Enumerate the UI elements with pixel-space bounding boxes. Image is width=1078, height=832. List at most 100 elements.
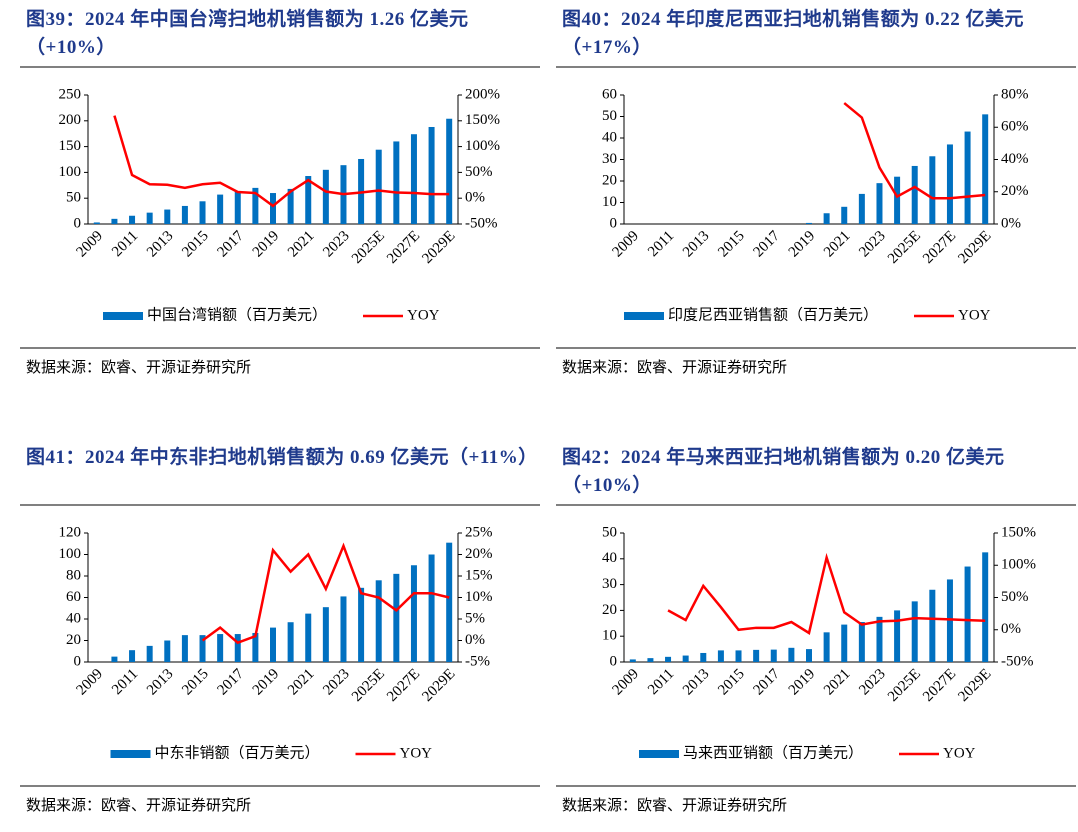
bar [982, 114, 989, 224]
bar [217, 634, 224, 662]
y-tick-label: 50 [602, 108, 617, 124]
legend-label: 马来西亚销额（百万美元） [683, 744, 863, 761]
bar [287, 188, 294, 224]
bar [428, 554, 435, 662]
chart-title: 图42：2024 年马来西亚扫地机销售额为 0.20 亿美元（+10%） [562, 447, 1005, 496]
source-note: 数据来源：欧睿、开源证券研究所 [26, 798, 252, 814]
legend-label: YOY [407, 307, 440, 323]
x-tick-label: 2027E [384, 228, 423, 267]
bar [770, 649, 777, 662]
bar [217, 194, 224, 224]
y-tick-label: 150 [59, 138, 82, 154]
y2-tick-label: 200% [465, 86, 500, 102]
bar [682, 655, 689, 662]
bar [146, 212, 153, 224]
bar [446, 118, 453, 224]
y-tick-label: 0 [610, 653, 618, 669]
x-tick-label: 2017 [214, 666, 247, 699]
y-tick-label: 40 [66, 610, 81, 626]
bar [199, 635, 206, 662]
bar [841, 206, 848, 224]
bar [788, 647, 795, 662]
x-tick-label: 2009 [74, 228, 107, 261]
y-tick-label: 20 [602, 602, 617, 618]
y2-tick-label: 50% [465, 164, 493, 180]
y-tick-label: 60 [602, 86, 617, 102]
chart-panel: 图41：2024 年中东非扫地机销售额为 0.69 亿美元（+11%） 0 20 40… [20, 438, 540, 828]
chart-title: 图41：2024 年中东非扫地机销售额为 0.69 亿美元（+11%） [26, 447, 538, 468]
yoy-line [667, 552, 986, 635]
y2-tick-label: 60% [1001, 119, 1029, 135]
legend-label: YOY [400, 745, 433, 761]
bar [665, 656, 672, 662]
bar [270, 627, 276, 662]
bar [982, 552, 989, 662]
bar [428, 126, 435, 224]
bar [146, 645, 153, 662]
bar [735, 650, 742, 662]
y-tick-label: 80 [66, 567, 81, 583]
bar [375, 149, 382, 224]
y2-tick-label: 25% [465, 524, 493, 540]
x-tick-label: 2025E [885, 666, 924, 705]
y2-tick-label: 150% [1001, 524, 1036, 540]
y2-tick-label: 150% [465, 112, 500, 128]
bar [929, 156, 936, 224]
bar [911, 165, 918, 224]
bar [322, 607, 329, 662]
y2-tick-label: 100% [465, 138, 500, 154]
chart: 0 50 100 150 200 250 -50% 0% 50% 100% 150% 200% 2009… [20, 66, 540, 349]
bar [946, 579, 953, 662]
bar [823, 213, 830, 224]
x-tick-label: 2021 [285, 228, 318, 261]
bar [806, 222, 812, 224]
y-tick-label: 50 [602, 524, 617, 540]
chart-panel: 图42：2024 年马来西亚扫地机销售额为 0.20 亿美元（+10%） 0 10 2… [556, 438, 1076, 828]
bar [164, 640, 171, 662]
bar [911, 601, 918, 662]
x-tick-label: 2013 [680, 228, 713, 261]
bar [234, 191, 241, 224]
x-tick-label: 2019 [250, 666, 283, 699]
y-tick-label: 200 [59, 112, 82, 128]
bar [181, 635, 188, 662]
bar [199, 201, 206, 224]
bar [894, 176, 901, 224]
y-tick-label: 10 [602, 194, 617, 210]
x-tick-label: 2019 [250, 228, 283, 261]
y2-tick-label: -5% [465, 653, 490, 669]
x-tick-label: 2009 [610, 666, 643, 699]
bar [647, 658, 654, 662]
x-tick-label: 2027E [384, 666, 423, 705]
bar [410, 565, 417, 662]
bar [806, 649, 812, 662]
x-tick-label: 2021 [821, 666, 854, 699]
bar [823, 632, 830, 662]
chart-title: 图40：2024 年印度尼西亚扫地机销售额为 0.22 亿美元（+17%） [562, 9, 1025, 58]
y-tick-label: 100 [59, 164, 82, 180]
bar [964, 566, 971, 662]
x-tick-label: 2025E [349, 228, 388, 267]
y2-tick-label: 10% [465, 589, 493, 605]
bar [358, 587, 365, 662]
bar [393, 573, 400, 662]
bar [858, 622, 865, 662]
y-tick-label: 40 [602, 129, 617, 145]
x-tick-label: 2009 [74, 666, 107, 699]
bar [93, 222, 100, 224]
bar [393, 141, 400, 224]
bar [252, 632, 259, 662]
bar [375, 580, 382, 662]
y-tick-label: 20 [602, 172, 617, 188]
bar [629, 659, 636, 662]
source-note: 数据来源：欧睿、开源证券研究所 [562, 360, 788, 376]
x-tick-label: 2013 [144, 228, 177, 261]
bar [129, 215, 136, 224]
yoy-line [201, 542, 450, 645]
y2-tick-label: 40% [1001, 151, 1029, 167]
x-tick-label: 2011 [109, 666, 141, 698]
x-tick-label: 2027E [920, 228, 959, 267]
